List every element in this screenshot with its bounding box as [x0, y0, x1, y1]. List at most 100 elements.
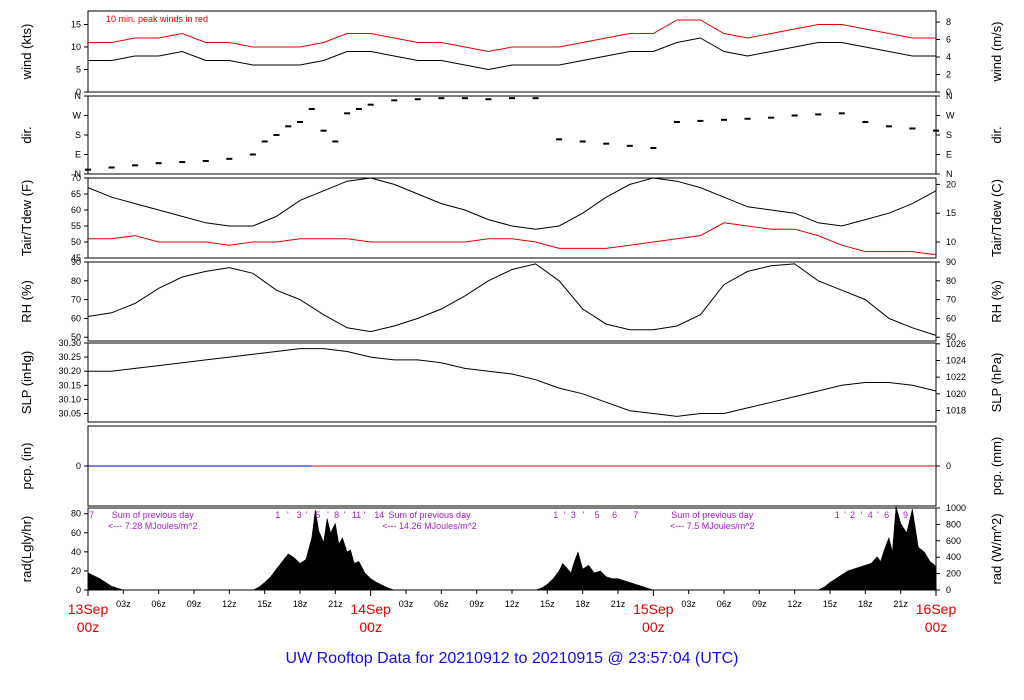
right-tick-label: 1024 — [946, 355, 966, 365]
right-tick-label: 400 — [946, 552, 961, 562]
panel-frame — [87, 95, 937, 175]
hour-annotation: 9 — [903, 510, 908, 520]
left-tick-label: 0 — [76, 461, 81, 471]
right-tick-label: 1018 — [946, 405, 966, 415]
y-axis-label-right: SLP (hPa) — [989, 353, 1004, 413]
y-axis-label-right: RH (%) — [989, 280, 1004, 323]
right-tick-label: 200 — [946, 569, 961, 579]
day-time-label: 00z — [77, 619, 100, 635]
left-tick-label: 80 — [71, 509, 81, 519]
sum-label-line2: <--- 14.26 MJoules/m^2 — [382, 521, 477, 531]
sum-label-line2: <--- 7.5 MJoules/m^2 — [670, 521, 755, 531]
y-axis-label-left: rad(Lgly/hr) — [19, 516, 34, 582]
right-tick-label: 15 — [946, 208, 956, 218]
y-axis-label-right: Tair/Tdew (C) — [989, 179, 1004, 257]
right-tick-label: 6 — [946, 35, 951, 45]
hour-annotation: 8 — [334, 510, 339, 520]
hour-annotation: 7 — [89, 510, 94, 520]
hour-annotation: 6 — [884, 510, 889, 520]
hour-annotation: 3 — [571, 510, 576, 520]
hour-annotation: 4 — [868, 510, 873, 520]
right-tick-label: 80 — [946, 276, 956, 286]
sum-label-line1: Sum of previous day — [112, 510, 195, 520]
hour-annotation: 5 — [315, 510, 320, 520]
day-time-label: 00z — [642, 619, 665, 635]
series-line — [88, 222, 937, 256]
panel-annotation: 10 min. peak winds in red — [106, 14, 208, 24]
left-tick-label: 30.10 — [58, 394, 81, 404]
y-axis-label-left: dir. — [19, 126, 34, 143]
day-label: 13Sep — [68, 601, 109, 617]
right-tick-label: 1026 — [946, 339, 966, 349]
right-tick-label: 800 — [946, 519, 961, 529]
hour-annotation: ' — [844, 510, 846, 520]
day-time-label: 00z — [359, 619, 382, 635]
sum-label-line2: <--- 7.28 MJoules/m^2 — [108, 521, 198, 531]
day-time-label: 00z — [925, 619, 948, 635]
hour-annotation: ' — [895, 510, 897, 520]
sum-label-line1: Sum of previous day — [671, 510, 754, 520]
hour-annotation: 6 — [612, 510, 617, 520]
series-line — [87, 263, 937, 336]
right-tick-label: 0 — [946, 585, 951, 595]
left-tick-label: 65 — [71, 189, 81, 199]
left-tick-label: W — [73, 111, 82, 121]
panel-frame — [87, 10, 937, 93]
right-tick-label: 2 — [946, 69, 951, 79]
left-tick-label: N — [75, 169, 82, 179]
x-tick-label: 06z — [151, 599, 166, 609]
left-tick-label: 70 — [71, 295, 81, 305]
x-tick-label: 18z — [575, 599, 590, 609]
hour-annotation: 2 — [850, 510, 855, 520]
hour-annotation: ' — [287, 510, 289, 520]
left-tick-label: 10 — [71, 42, 81, 52]
left-tick-label: 45 — [71, 253, 81, 263]
left-tick-label: 55 — [71, 221, 81, 231]
right-tick-label: 50 — [946, 332, 956, 342]
hour-annotation: 3 — [296, 510, 301, 520]
x-tick-label: 21z — [893, 599, 908, 609]
left-tick-label: E — [75, 150, 81, 160]
right-tick-label: 20 — [946, 179, 956, 189]
left-tick-label: 30.05 — [58, 409, 81, 419]
x-tick-label: 12z — [505, 599, 520, 609]
panel-frame — [87, 507, 937, 591]
right-tick-label: 1020 — [946, 389, 966, 399]
left-tick-label: 30.30 — [58, 338, 81, 348]
hour-annotation: ' — [344, 510, 346, 520]
right-tick-label: 8 — [946, 17, 951, 27]
right-tick-label: 90 — [946, 257, 956, 267]
left-tick-label: 40 — [71, 547, 81, 557]
x-tick-label: 03z — [116, 599, 131, 609]
left-tick-label: 15 — [71, 20, 81, 30]
right-tick-label: E — [946, 150, 952, 160]
left-tick-label: 60 — [71, 528, 81, 538]
x-tick-label: 12z — [787, 599, 802, 609]
left-tick-label: 5 — [76, 65, 81, 75]
left-tick-label: 80 — [71, 276, 81, 286]
hour-annotation: 1 — [835, 510, 840, 520]
y-axis-label-right: dir. — [989, 126, 1004, 143]
right-tick-label: 70 — [946, 295, 956, 305]
left-tick-label: 90 — [71, 257, 81, 267]
right-tick-label: 0 — [946, 461, 951, 471]
x-tick-label: 09z — [469, 599, 484, 609]
panel-frame — [87, 261, 937, 342]
left-tick-label: S — [75, 130, 81, 140]
day-label: 15Sep — [633, 601, 674, 617]
left-tick-label: 30.15 — [58, 380, 81, 390]
left-tick-label: 0 — [76, 585, 81, 595]
hour-annotation: 7 — [633, 510, 638, 520]
day-label: 16Sep — [916, 601, 957, 617]
x-tick-label: 09z — [187, 599, 202, 609]
panel-slp: 30.05 30.10 30.15 30.20 30.25 30.30 1018 1020 10… — [19, 338, 1004, 423]
hour-annotation: 14 — [374, 510, 384, 520]
y-axis-label-left: Tair/Tdew (F) — [19, 180, 34, 257]
left-tick-label: 0 — [76, 87, 81, 97]
right-tick-label: N — [946, 91, 953, 101]
right-tick-label: N — [946, 169, 953, 179]
x-axis: 03z 06z 09z 12z 15z 18z 21z 03z 06z 09z 12z 15z 18z 2… — [68, 590, 957, 635]
x-tick-label: 18z — [293, 599, 308, 609]
